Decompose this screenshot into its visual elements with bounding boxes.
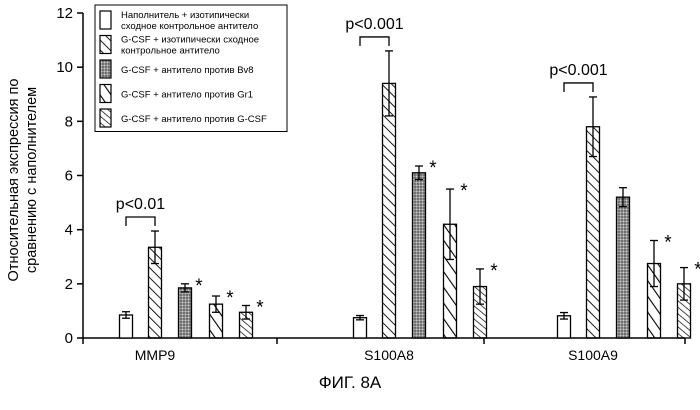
legend-label-s3-line-0: G-CSF + антитело против Bv8 (121, 65, 254, 76)
y-axis-label: Относительная экспрессия посравнению с н… (6, 79, 40, 282)
legend-swatch-s5 (100, 109, 111, 127)
significance-star-s5-s100a9: * (694, 260, 700, 281)
legend-swatch-s4 (100, 85, 111, 103)
y-tick-label-2: 2 (65, 276, 73, 293)
significance-star-s4-s100a9: * (664, 233, 672, 254)
legend-swatch-s1 (100, 11, 111, 29)
significance-star-s3-s100a8: * (429, 158, 437, 179)
y-tick-label-8: 8 (65, 113, 73, 130)
legend-label-s1-line-1: сходное контрольное антитело (121, 21, 258, 32)
y-axis-label-line-0: Относительная экспрессия по (6, 79, 22, 282)
y-tick-label-12: 12 (56, 5, 73, 22)
legend-swatch-s2 (100, 36, 111, 54)
legend-label-s1-line-0: Наполнитель + изотипически (121, 10, 249, 21)
bar-s3-s100a9 (617, 197, 630, 338)
legend-swatch-s3 (100, 60, 111, 78)
y-tick-label-10: 10 (56, 59, 73, 76)
significance-star-s4-mmp9: * (226, 288, 234, 309)
bar-s3-mmp9 (179, 288, 192, 338)
x-category-label-s100a9: S100A9 (568, 347, 618, 363)
x-category-label-s100a8: S100A8 (364, 347, 414, 363)
significance-star-s3-mmp9: * (195, 276, 203, 297)
p-value-label: p<0.001 (345, 16, 403, 33)
legend-label-s2-line-1: контрольное антитело (121, 46, 220, 57)
y-tick-label-0: 0 (65, 330, 73, 347)
significance-bracket-s100a9: p<0.001 (549, 62, 607, 92)
bracket-line (360, 37, 389, 46)
p-value-label: p<0.01 (116, 196, 165, 213)
significance-star-s5-mmp9: * (256, 298, 264, 319)
bracket-line (564, 83, 593, 92)
bar-s2-s100a9 (587, 127, 600, 338)
y-axis-label-line-1: сравнению с наполнителем (24, 87, 40, 273)
y-tick-label-4: 4 (65, 222, 73, 239)
bracket-line (126, 217, 155, 226)
legend-label-s4-line-0: G-CSF + антитело против Gr1 (121, 90, 253, 101)
bar-s1-s100a8 (354, 318, 367, 338)
figure-caption: ФИГ. 8А (319, 373, 382, 392)
legend-label-s2-line-0: G-CSF + изотипически сходное (121, 35, 259, 46)
significance-bracket-mmp9: p<0.01 (116, 196, 165, 226)
x-category-label-mmp9: MMP9 (135, 347, 176, 363)
legend-label-s5-line-0: G-CSF + антитело против G-CSF (121, 114, 267, 125)
significance-star-s4-s100a8: * (460, 181, 468, 202)
significance-bracket-s100a8: p<0.001 (345, 16, 403, 46)
significance-star-s5-s100a8: * (490, 261, 498, 282)
legend: Наполнитель + изотипическисходное контро… (95, 5, 287, 132)
bar-s3-s100a8 (413, 173, 426, 338)
p-value-label: p<0.001 (549, 62, 607, 79)
bar-s2-s100a8 (383, 83, 396, 338)
y-tick-label-6: 6 (65, 168, 73, 185)
